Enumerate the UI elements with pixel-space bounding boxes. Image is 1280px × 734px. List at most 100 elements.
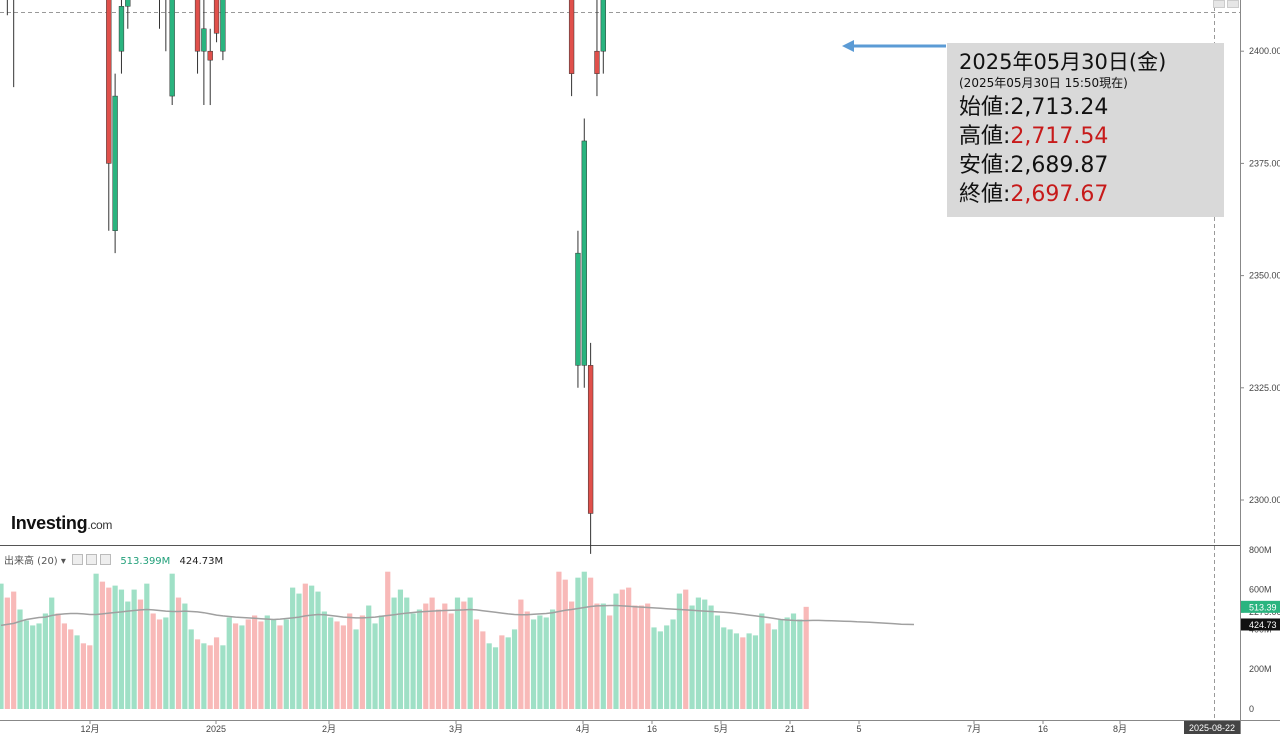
price-tick-label: 2375.00 [1249,158,1280,168]
close-icon[interactable] [100,554,112,565]
volume-bar [645,603,651,709]
candle-body [118,6,125,52]
volume-bar [683,589,689,709]
volume-bar [232,623,239,709]
volume-bar [442,603,448,709]
volume-bar [733,633,740,709]
volume-bar [252,615,258,709]
volume-bar [765,623,771,709]
volume-ma-box [1241,618,1280,631]
volume-bar [771,629,778,709]
volume-bar [721,627,727,709]
volume-bar [714,615,721,709]
volume-bar [334,621,340,709]
volume-bar [473,619,480,709]
candle-body [220,0,226,52]
volume-bar [239,625,245,709]
volume-bar [556,571,562,709]
volume-bar [17,609,23,709]
x-end-label: 2025-08-22 [1189,723,1235,733]
volume-bar [505,637,511,709]
x-tick-label: 4月 [576,724,590,734]
volume-bar [790,613,797,709]
volume-bar [581,571,587,709]
volume-bar [549,609,556,709]
volume-bar [708,605,714,709]
volume-bar [340,625,346,709]
volume-dropdown-icon[interactable]: ▾ [60,556,66,567]
volume-bar [670,619,676,709]
volume-bar [309,585,315,709]
volume-bar [575,577,581,709]
volume-bar [271,619,277,709]
volume-bar [632,605,638,709]
volume-bar [106,587,112,709]
volume-bar [283,619,289,709]
volume-bar [328,617,334,709]
volume-bar [429,597,435,709]
volume-ma-line [0,604,915,627]
volume-bar [740,637,746,709]
price-tick-label: 2350.00 [1249,271,1280,281]
volume-tick-label: 0 [1249,704,1254,714]
high-label: 高値: [959,124,1011,149]
volume-bar [245,619,251,709]
volume-bar [169,573,175,709]
volume-bar [150,613,156,709]
volume-bar [315,591,321,709]
volume-bar [264,615,270,709]
volume-ma-label: 424.73 [1249,620,1277,630]
volume-bar [156,619,163,709]
volume-bar [385,571,391,709]
volume-legend: 出来高 (20) ▾ 513.399M 424.73M [4,552,223,567]
info-asof: (2025年05月30日 15:50現在) [959,76,1128,90]
low-value: 2,689.87 [1010,153,1109,178]
volume-bar [416,609,423,709]
volume-bar [448,613,454,709]
volume-bar [302,583,308,709]
volume-bar [492,647,499,709]
scroll-button[interactable] [1227,0,1239,8]
x-tick-label: 21 [785,724,795,734]
volume-bar [118,589,125,709]
volume-bar [619,589,625,709]
investing-logo[interactable]: Investing.com [11,513,112,534]
volume-bar [42,613,48,709]
volume-bar [61,623,67,709]
volume-bar [378,615,384,709]
volume-bar [93,573,99,709]
volume-bar [543,617,549,709]
volume-bar [727,629,733,709]
candle-body [581,140,587,366]
open-label: 始値: [959,95,1011,120]
volume-bar [30,625,36,709]
volume-bar [359,615,365,709]
volume-bar [137,599,144,709]
volume-bar [175,597,182,709]
volume-bar [511,629,518,709]
high-value: 2,717.54 [1010,124,1109,149]
annotation-arrow-head [842,40,854,52]
candle-body [600,0,606,52]
hide-icon[interactable] [86,554,98,565]
price-tick-label: 2300.00 [1249,495,1280,505]
volume-bar [454,597,461,709]
x-tick-label: 16 [647,724,657,734]
volume-bar [651,627,657,709]
settings-icon[interactable] [72,554,84,565]
volume-bar [537,615,543,709]
volume-bar [569,601,575,709]
volume-bar [321,611,327,709]
volume-bar [562,579,568,709]
candle-body [594,50,600,74]
volume-bar [131,589,137,709]
volume-current: 513.399M [120,556,171,567]
volume-bar [99,581,106,709]
scroll-button[interactable] [1213,0,1225,8]
volume-bar [676,593,682,709]
x-tick-label: 16 [1038,724,1048,734]
volume-bar [4,597,10,709]
logo-suffix: .com [87,518,113,532]
volume-tick-label: 200M [1249,664,1272,674]
